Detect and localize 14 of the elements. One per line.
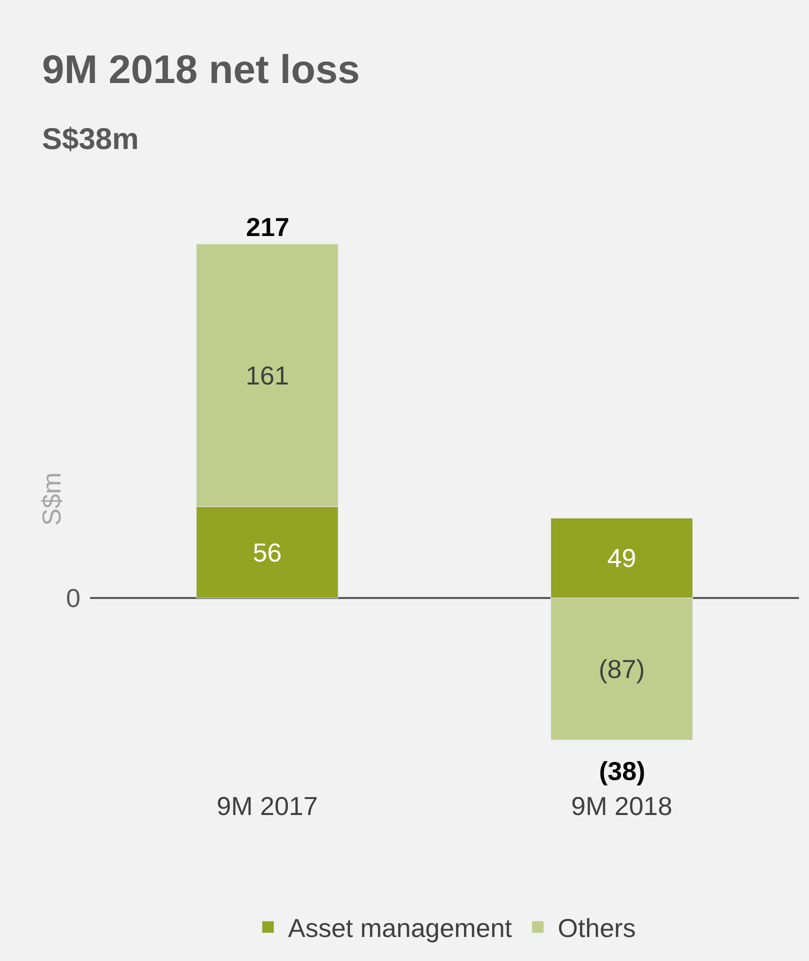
data-label: 56 xyxy=(252,537,282,568)
x-tick-label: 9M 2018 xyxy=(571,791,672,821)
x-tick-label: 9M 2017 xyxy=(216,791,318,821)
total-label: (38) xyxy=(599,756,646,786)
text: 0 xyxy=(66,583,80,613)
chart-subtitle: S$38m xyxy=(42,123,139,156)
y-axis-title: S$m xyxy=(36,472,66,526)
legend-label: Others xyxy=(558,913,636,944)
total-label: 217 xyxy=(246,212,290,242)
data-label: (87) xyxy=(598,654,645,684)
data-label: 161 xyxy=(246,360,289,390)
data-label: 49 xyxy=(607,543,636,574)
chart-title: 9M 2018 net loss xyxy=(42,48,360,92)
legend-label: Asset management xyxy=(288,913,513,944)
